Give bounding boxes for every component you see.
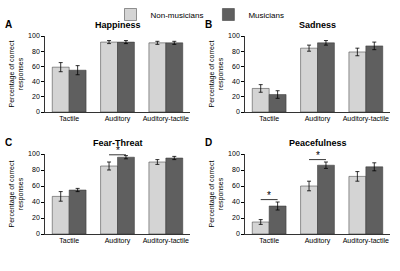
svg-text:Auditory-tactile: Auditory-tactile xyxy=(343,115,389,123)
svg-text:80: 80 xyxy=(232,48,240,55)
svg-text:80: 80 xyxy=(32,166,40,173)
svg-text:D: D xyxy=(205,137,212,148)
svg-text:Auditory: Auditory xyxy=(305,115,331,123)
svg-text:60: 60 xyxy=(32,63,40,70)
svg-text:20: 20 xyxy=(232,93,240,100)
svg-text:20: 20 xyxy=(32,214,40,221)
svg-text:100: 100 xyxy=(228,150,240,157)
svg-text:Peacefulness: Peacefulness xyxy=(289,138,347,148)
svg-text:0: 0 xyxy=(36,108,40,115)
svg-text:40: 40 xyxy=(32,78,40,85)
svg-text:0: 0 xyxy=(236,108,240,115)
svg-text:*: * xyxy=(316,150,320,161)
svg-text:100: 100 xyxy=(28,150,40,157)
svg-text:Auditory-tactile: Auditory-tactile xyxy=(343,237,389,245)
svg-text:Auditory-tactile: Auditory-tactile xyxy=(143,115,189,123)
svg-text:Percentage of correctresponses: Percentage of correctresponses xyxy=(208,160,225,227)
svg-text:100: 100 xyxy=(228,32,240,39)
svg-text:Auditory: Auditory xyxy=(305,237,331,245)
svg-text:Percentage of correctresponses: Percentage of correctresponses xyxy=(208,40,225,107)
svg-text:*: * xyxy=(116,145,120,156)
svg-text:B: B xyxy=(205,19,212,30)
svg-text:0: 0 xyxy=(36,230,40,237)
svg-text:40: 40 xyxy=(232,198,240,205)
svg-text:20: 20 xyxy=(32,93,40,100)
svg-text:40: 40 xyxy=(32,198,40,205)
svg-text:Auditory: Auditory xyxy=(105,237,131,245)
svg-text:80: 80 xyxy=(232,166,240,173)
svg-text:60: 60 xyxy=(32,182,40,189)
svg-text:C: C xyxy=(5,137,12,148)
svg-text:100: 100 xyxy=(28,32,40,39)
svg-text:Percentage of correctresponses: Percentage of correctresponses xyxy=(8,40,25,107)
svg-text:*: * xyxy=(267,190,271,201)
svg-text:Musicians: Musicians xyxy=(248,11,284,20)
svg-text:0: 0 xyxy=(236,230,240,237)
svg-text:Sadness: Sadness xyxy=(299,20,336,30)
svg-text:Tactile: Tactile xyxy=(59,115,79,122)
svg-text:60: 60 xyxy=(232,182,240,189)
svg-text:Fear-Threat: Fear-Threat xyxy=(93,138,143,148)
svg-text:Tactile: Tactile xyxy=(259,237,279,244)
svg-text:20: 20 xyxy=(232,214,240,221)
svg-text:Auditory: Auditory xyxy=(105,115,131,123)
svg-text:60: 60 xyxy=(232,63,240,70)
svg-text:40: 40 xyxy=(232,78,240,85)
svg-text:A: A xyxy=(5,19,12,30)
svg-text:Non-musicians: Non-musicians xyxy=(151,11,204,20)
svg-text:Happiness: Happiness xyxy=(95,20,141,30)
svg-text:Percentage of correctresponses: Percentage of correctresponses xyxy=(8,160,25,227)
svg-text:Tactile: Tactile xyxy=(259,115,279,122)
svg-text:Tactile: Tactile xyxy=(59,237,79,244)
svg-text:Auditory-tactile: Auditory-tactile xyxy=(143,237,189,245)
svg-text:80: 80 xyxy=(32,48,40,55)
